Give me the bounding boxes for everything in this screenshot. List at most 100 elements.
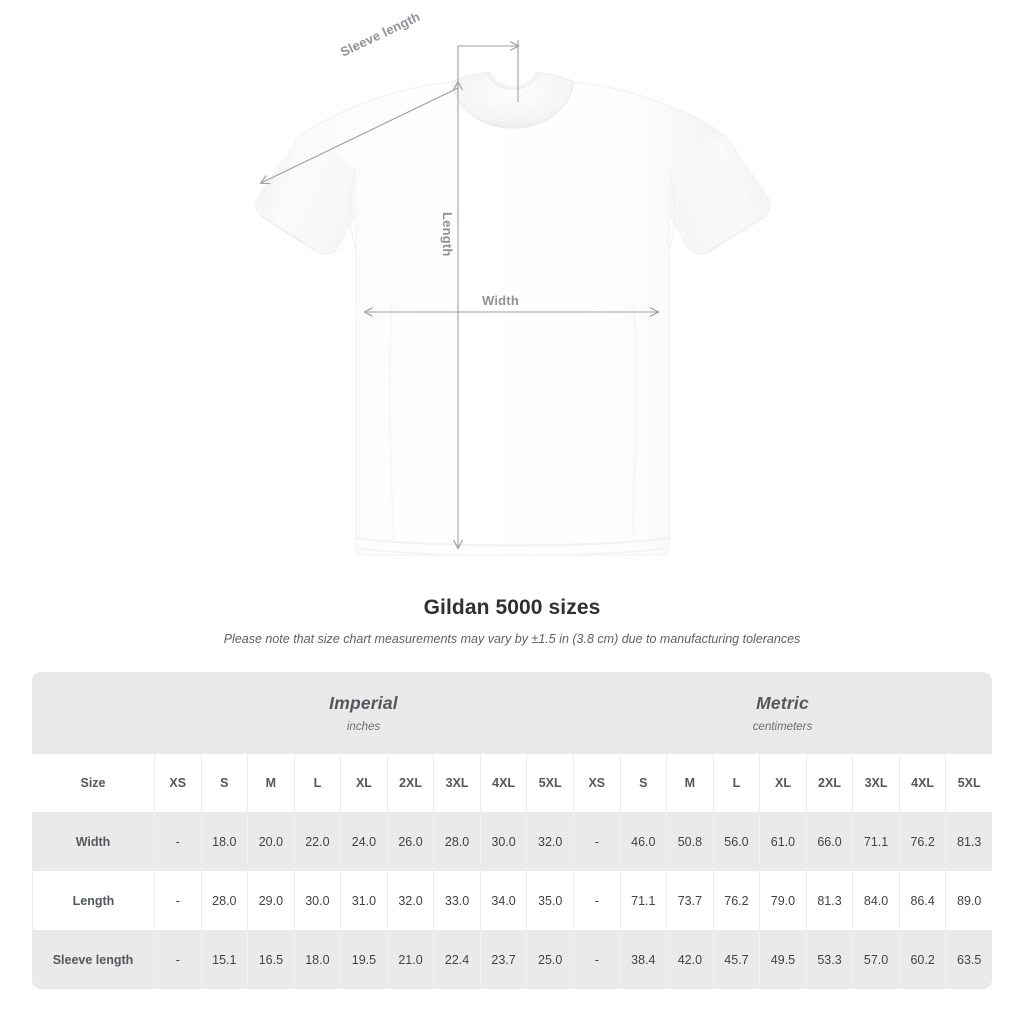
cell-length-metric-2xl: 81.3: [805, 871, 853, 930]
cell-length-imperial-4xl: 34.0: [479, 871, 527, 930]
column-header-4xl-imperial: 4XL: [479, 754, 527, 812]
unit-system-header-row: Imperial inches Metric centimeters: [32, 672, 993, 754]
column-header-s-metric: S: [619, 754, 667, 812]
cell-width-imperial-xl: 24.0: [340, 812, 387, 871]
column-header-3xl-imperial: 3XL: [433, 754, 480, 812]
cell-length-metric-l: 76.2: [712, 871, 760, 930]
row-label-sleeve-length: Sleeve length: [32, 930, 154, 989]
cell-width-imperial-4xl: 30.0: [479, 812, 527, 871]
cell-sleeve-length-imperial-5xl: 25.0: [526, 930, 574, 989]
cell-length-metric-3xl: 84.0: [852, 871, 899, 930]
cell-length-imperial-xl: 31.0: [340, 871, 387, 930]
row-label-length: Length: [32, 871, 154, 930]
cell-width-imperial-5xl: 32.0: [526, 812, 574, 871]
cell-sleeve-length-metric-xs: -: [573, 930, 620, 989]
cell-sleeve-length-imperial-3xl: 22.4: [433, 930, 480, 989]
cell-length-imperial-2xl: 32.0: [386, 871, 434, 930]
dimension-lines: [259, 40, 660, 550]
column-header-xs-metric: XS: [573, 754, 620, 812]
page-title: Gildan 5000 sizes: [423, 596, 601, 619]
cell-sleeve-length-metric-m: 42.0: [666, 930, 713, 989]
cell-sleeve-length-imperial-l: 18.0: [293, 930, 341, 989]
cell-sleeve-length-imperial-4xl: 23.7: [479, 930, 527, 989]
cell-length-imperial-l: 30.0: [293, 871, 341, 930]
title-block: Gildan 5000 sizes Please note that size …: [0, 596, 1024, 646]
unit-header-spacer: [32, 672, 154, 754]
width-label: Width: [482, 293, 519, 308]
column-header-2xl-metric: 2XL: [805, 754, 853, 812]
cell-length-metric-xl: 79.0: [759, 871, 806, 930]
cell-length-metric-s: 71.1: [619, 871, 667, 930]
cell-width-imperial-2xl: 26.0: [386, 812, 434, 871]
unit-system-name: Metric: [756, 693, 809, 713]
size-column-header: Size: [32, 754, 154, 812]
cell-width-imperial-s: 18.0: [200, 812, 248, 871]
cell-width-metric-5xl: 81.3: [945, 812, 993, 871]
column-header-m-imperial: M: [247, 754, 294, 812]
column-header-l-imperial: L: [293, 754, 341, 812]
unit-system-header-metric: Metric centimeters: [573, 672, 993, 754]
size-chart-table: Imperial inches Metric centimeters Size XS S M L…: [32, 672, 993, 989]
column-header-3xl-metric: 3XL: [852, 754, 899, 812]
column-header-2xl-imperial: 2XL: [386, 754, 434, 812]
cell-width-metric-m: 50.8: [666, 812, 713, 871]
tolerance-note: Please note that size chart measurements…: [223, 632, 801, 646]
column-header-5xl-metric: 5XL: [945, 754, 993, 812]
column-header-xl-metric: XL: [759, 754, 806, 812]
length-label: Length: [440, 212, 455, 257]
tshirt-svg: [255, 40, 771, 557]
cell-sleeve-length-imperial-2xl: 21.0: [386, 930, 434, 989]
cell-sleeve-length-imperial-xl: 19.5: [340, 930, 387, 989]
cell-sleeve-length-metric-s: 38.4: [619, 930, 667, 989]
cell-width-metric-l: 56.0: [712, 812, 760, 871]
cell-sleeve-length-metric-xl: 49.5: [759, 930, 806, 989]
row-label-width: Width: [32, 812, 154, 871]
cell-length-imperial-s: 28.0: [200, 871, 248, 930]
table-row: Length -28.0 29.0 30.0 31.0 32.0 33.0 34.0 35.0-…: [32, 871, 993, 930]
sleeve-length-arrow: [259, 87, 459, 185]
cell-width-imperial-m: 20.0: [247, 812, 294, 871]
unit-system-unit: centimeters: [752, 721, 813, 733]
cell-sleeve-length-metric-2xl: 53.3: [805, 930, 853, 989]
unit-system-name: Imperial: [329, 693, 398, 713]
column-header-l-metric: L: [712, 754, 760, 812]
cell-width-metric-s: 46.0: [619, 812, 667, 871]
column-header-5xl-imperial: 5XL: [526, 754, 574, 812]
cell-width-metric-xs: -: [573, 812, 620, 871]
table-row: Width -18.0 20.0 22.0 24.0 26.0 28.0 30.0 32.0-4…: [32, 812, 993, 871]
column-header-s-imperial: S: [200, 754, 248, 812]
cell-width-imperial-l: 22.0: [293, 812, 341, 871]
unit-system-unit: inches: [346, 721, 381, 733]
cell-sleeve-length-metric-l: 45.7: [712, 930, 760, 989]
cell-length-imperial-5xl: 35.0: [526, 871, 574, 930]
cell-length-metric-4xl: 86.4: [898, 871, 946, 930]
cell-length-imperial-m: 29.0: [247, 871, 294, 930]
column-header-4xl-metric: 4XL: [898, 754, 946, 812]
cell-sleeve-length-imperial-m: 16.5: [247, 930, 294, 989]
cell-sleeve-length-metric-5xl: 63.5: [945, 930, 993, 989]
cell-width-metric-2xl: 66.0: [805, 812, 853, 871]
cell-sleeve-length-metric-3xl: 57.0: [852, 930, 899, 989]
cell-length-imperial-3xl: 33.0: [433, 871, 480, 930]
cell-width-imperial-3xl: 28.0: [433, 812, 480, 871]
cell-length-imperial-xs: -: [154, 871, 201, 930]
cell-sleeve-length-metric-4xl: 60.2: [898, 930, 946, 989]
cell-length-metric-xs: -: [573, 871, 620, 930]
column-header-xs-imperial: XS: [154, 754, 201, 812]
cell-width-imperial-xs: -: [154, 812, 201, 871]
cell-width-metric-xl: 61.0: [759, 812, 806, 871]
tshirt-illustration: Sleeve length Length Width: [255, 8, 771, 557]
cell-length-metric-m: 73.7: [666, 871, 713, 930]
table-row: Sleeve length -15.1 16.5 18.0 19.5 21.0 22.4 23…: [32, 930, 993, 989]
size-header-row: Size XS S M L XL 2XL 3XL 4XL 5XL XS S M L XL 2XL 3XL 4XL 5…: [32, 754, 993, 812]
cell-length-metric-5xl: 89.0: [945, 871, 993, 930]
cell-width-metric-4xl: 76.2: [898, 812, 946, 871]
column-header-m-metric: M: [666, 754, 713, 812]
column-header-xl-imperial: XL: [340, 754, 387, 812]
unit-system-header-imperial: Imperial inches: [154, 672, 574, 754]
cell-sleeve-length-imperial-xs: -: [154, 930, 201, 989]
cell-sleeve-length-imperial-s: 15.1: [200, 930, 248, 989]
cell-width-metric-3xl: 71.1: [852, 812, 899, 871]
tshirt-body: [255, 71, 771, 557]
